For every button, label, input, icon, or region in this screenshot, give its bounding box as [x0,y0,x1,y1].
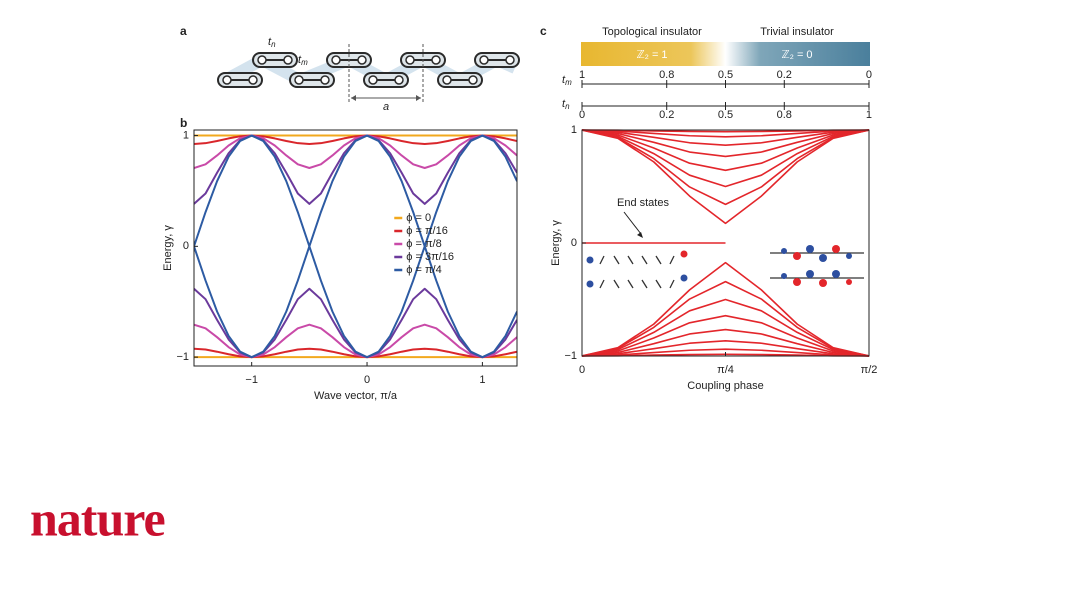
series-line [582,129,869,138]
y-axis-label: Energy, γ [550,220,562,266]
top-tick-label: 0.2 [659,109,674,121]
series-line [582,261,869,357]
phase-label: Trivial insulator [760,26,834,38]
series-line [582,129,869,158]
series-line [582,298,869,357]
panel-letter: b [180,116,187,130]
top-tick-label: 0.5 [718,69,733,81]
legend-label: ϕ = π/8 [406,238,441,250]
top-tick-label: 0.8 [777,109,792,121]
y-tick-label: 1 [571,124,577,136]
y-tick-label: 0 [183,240,189,252]
legend-label: ϕ = 0 [406,212,431,224]
tm-label: tm [298,54,308,67]
x-tick-label: −1 [245,374,258,386]
legend-label: ϕ = π/16 [406,225,448,237]
top-tick-label: 1 [866,109,872,121]
series-line [582,280,869,357]
tm-axis-label: tm [562,74,572,87]
annotation-arrow [623,211,642,235]
series-line [582,328,869,357]
top-tick-label: 0.2 [777,69,792,81]
panel-letter: a [180,24,187,38]
x-axis-label: Wave vector, π/a [314,390,398,402]
lines [194,134,517,359]
series-line [582,129,869,172]
series-line [582,129,869,225]
z2-label: ℤ₂ = 1 [636,49,667,61]
series-line [582,129,869,188]
y-tick-label: 1 [183,129,189,141]
x-tick-label: π/2 [861,364,878,376]
series-line [582,348,869,357]
phase-bar [581,42,870,66]
annotation: End states [617,197,669,209]
inset-left [586,250,688,289]
phase-label: Topological insulator [602,26,702,38]
x-tick-label: 1 [479,374,485,386]
series-line [194,245,517,359]
logo: nature [30,490,165,546]
y-tick-label: −1 [176,351,189,363]
legend-label: ϕ = π/4 [406,264,441,276]
tn-axis-label: tn [562,98,570,111]
series-line [582,314,869,357]
top-tick-label: 1 [579,69,585,81]
series-line [194,134,517,248]
plot-frame [193,129,518,367]
legend-label: ϕ = 3π/16 [406,251,454,263]
z2-label: ℤ₂ = 0 [781,49,812,61]
period-label: a [383,101,389,113]
top-tick-label: 0.8 [659,69,674,81]
y-tick-label: −1 [564,350,577,362]
annotation-arrowhead [637,232,643,238]
tn-label: tn [268,36,276,49]
x-tick-label: 0 [364,374,370,386]
inset-right [770,245,864,287]
top-tick-label: 0 [866,69,872,81]
panel-letter: c [540,24,547,38]
x-tick-label: 0 [579,364,585,376]
chain-diagram [217,44,520,104]
series-line [582,129,869,146]
series-line [582,129,869,206]
x-tick-label: π/4 [717,364,734,376]
y-tick-label: 0 [571,237,577,249]
top-tick-label: 0 [579,109,585,121]
top-tick-label: 0.5 [718,109,733,121]
series-line [582,340,869,357]
x-axis-label: Coupling phase [687,380,763,392]
y-axis-label: Energy, γ [162,225,174,271]
